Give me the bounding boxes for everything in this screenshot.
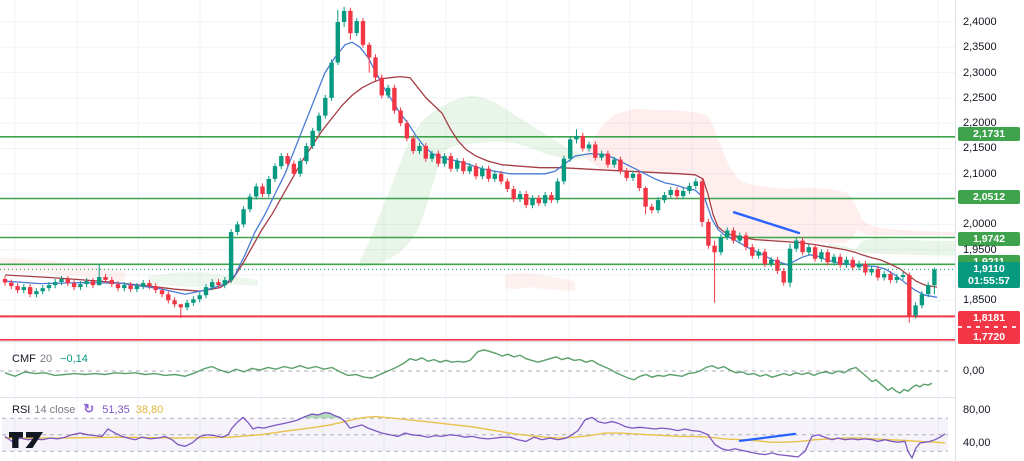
pane-separator-main-cmf[interactable] (0, 341, 1024, 342)
cmf-value: −0,14 (60, 353, 88, 365)
price-tick: 2,1000 (963, 168, 997, 180)
tradingview-logo[interactable] (8, 429, 54, 451)
price-level-badge: 2,1731 (958, 127, 1020, 141)
current-price-badge: 1,9110 01:55:57 (958, 262, 1020, 288)
rsi-legend[interactable]: RSI 14 close ↻ 51,35 38,80 (12, 401, 163, 417)
price-tick: 2,2000 (963, 117, 997, 129)
price-tick: 1,9500 (963, 244, 997, 256)
price-tick: 1,8500 (963, 294, 997, 306)
price-level-badge: 1,7720 (958, 330, 1020, 344)
cmf-param: 20 (39, 353, 53, 365)
price-tick: 40,00 (963, 437, 991, 449)
rsi-title: RSI (12, 404, 31, 416)
price-level-badge: 1,9742 (958, 232, 1020, 246)
cmf-legend[interactable]: CMF 20 −0,14 (12, 353, 88, 365)
pane-separator-cmf-rsi[interactable] (0, 397, 1024, 398)
current-price: 1,9110 (973, 263, 1005, 275)
price-tick: 2,2500 (963, 92, 997, 104)
price-tick: 80,00 (963, 404, 991, 416)
price-tick: 0,00 (963, 365, 985, 377)
price-tick: 2,3500 (963, 41, 997, 53)
circular-arrows-icon[interactable]: ↻ (83, 401, 95, 416)
price-tick: 2,0000 (963, 218, 997, 230)
price-level-badge: 1,8181 (958, 311, 1020, 325)
bar-countdown: 01:55:57 (967, 275, 1011, 287)
rsi-value: 51,35 (102, 404, 130, 416)
rsi-param: 14 close (34, 404, 76, 416)
cmf-title: CMF (12, 353, 36, 365)
price-tick: 2,3000 (963, 67, 997, 79)
price-tick: 2,4000 (963, 16, 997, 28)
rsi-ma-value: 38,80 (135, 404, 164, 416)
price-level-badge: 2,0512 (958, 190, 1020, 204)
price-tick: 2,1500 (963, 142, 997, 154)
price-axis[interactable]: 2,1731 2,0512 1,9742 1,9211 1,9110 01:55… (955, 0, 1024, 461)
